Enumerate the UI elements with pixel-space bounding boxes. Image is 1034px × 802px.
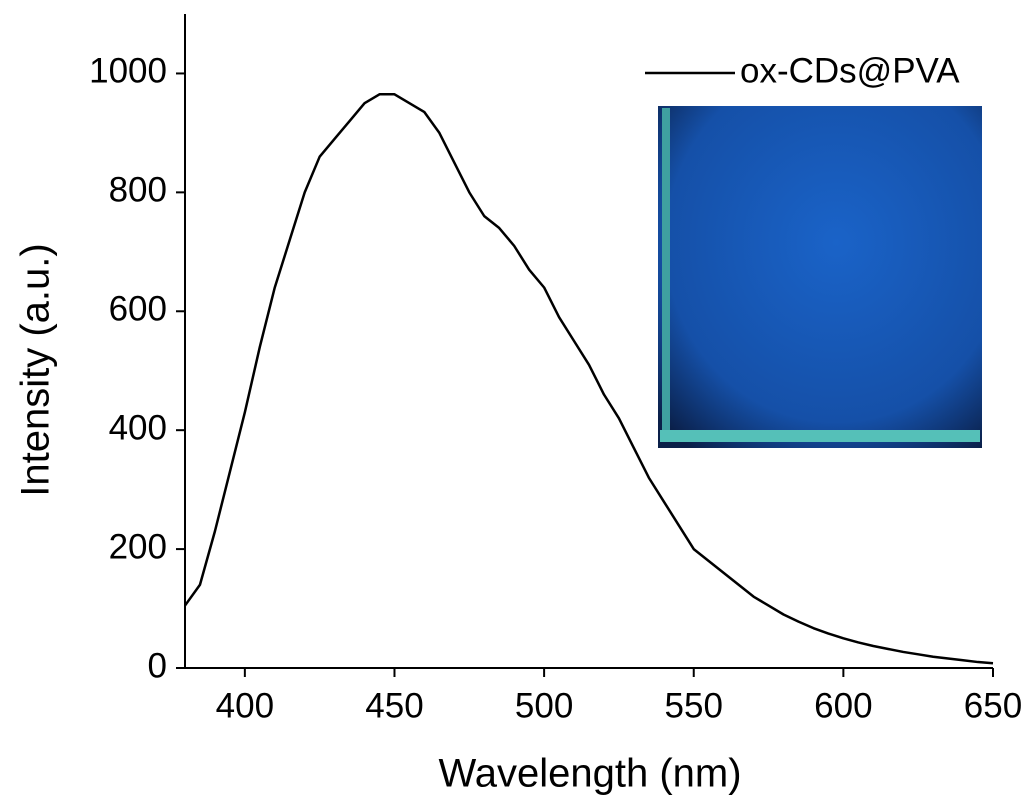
x-tick-label: 450 [365,686,423,725]
x-axis-label: Wavelength (nm) [438,752,741,796]
y-tick-label: 600 [109,290,167,329]
y-tick-label: 200 [109,527,167,566]
inset-photo [658,106,982,448]
line-series [183,93,994,665]
x-tick-label: 400 [216,686,274,725]
y-tick-label: 1000 [89,52,167,91]
x-tick-label: 650 [964,686,1022,725]
legend-label: ox-CDs@PVA [740,51,960,90]
x-tick-label: 550 [665,686,723,725]
x-tick-label: 600 [814,686,872,725]
x-tick-label: 500 [515,686,573,725]
y-tick-label: 400 [109,408,167,447]
y-tick-label: 0 [148,646,167,685]
y-axis-label: Intensity (a.u.) [14,243,58,496]
y-tick-label: 800 [109,171,167,210]
